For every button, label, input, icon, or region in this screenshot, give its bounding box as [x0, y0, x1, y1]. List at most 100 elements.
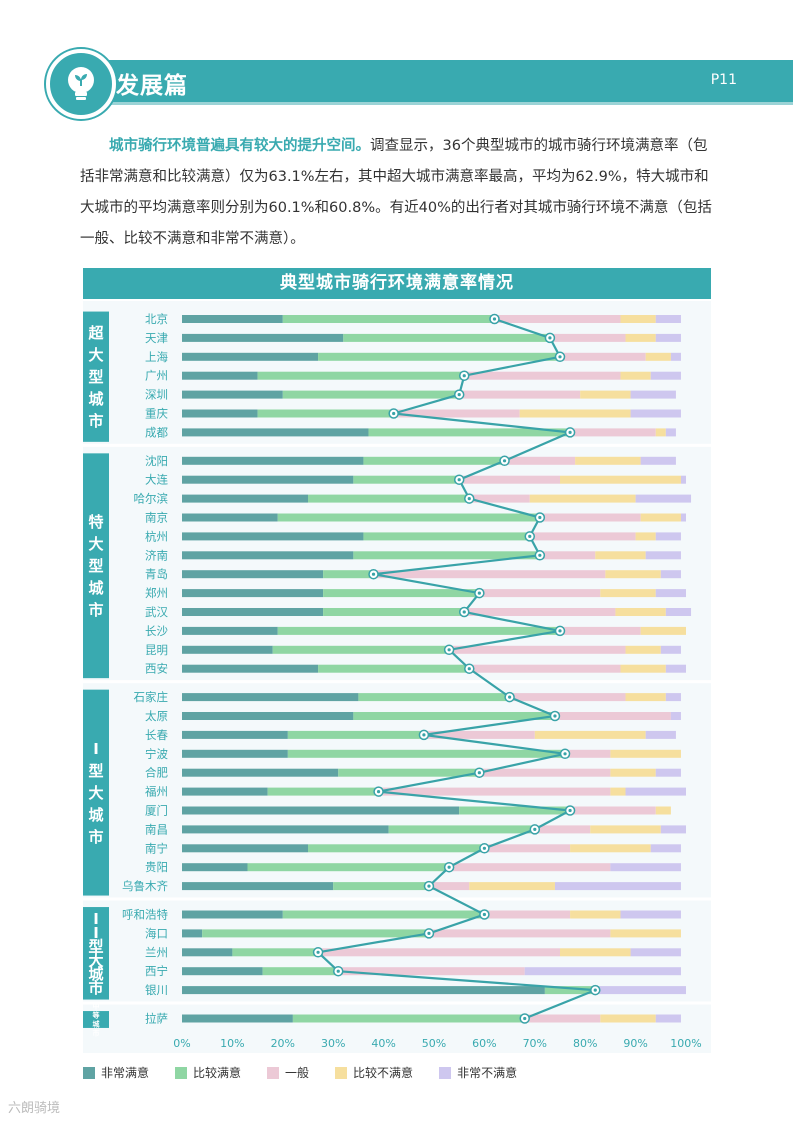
bar-segment-very-dissatisfied	[655, 333, 681, 342]
group-label-box	[83, 689, 109, 896]
bar-segment-dissatisfied	[570, 910, 621, 919]
bar-segment-satisfied	[363, 532, 530, 541]
satisfaction-line	[315, 317, 596, 1020]
city-label: 长沙	[145, 624, 168, 638]
legend-item-very-satisfied: 非常满意	[83, 1064, 149, 1081]
header-stripe	[58, 102, 793, 105]
satisfaction-point-dot	[422, 733, 426, 737]
city-label: 银川	[145, 983, 168, 997]
satisfaction-point-dot	[553, 714, 557, 718]
bar-segment-neutral	[529, 532, 636, 541]
bar-segment-very-satisfied	[182, 910, 283, 919]
bar-segment-neutral	[549, 333, 626, 342]
bar-segment-very-satisfied	[182, 749, 288, 758]
bar-segment-neutral	[393, 409, 520, 418]
legend-item-satisfied: 比较满意	[175, 1064, 241, 1081]
legend-swatch	[335, 1066, 348, 1079]
bar-segment-neutral	[494, 315, 621, 323]
group-label-char: 大	[88, 535, 103, 553]
bar-segment-very-dissatisfied	[625, 787, 686, 796]
city-label: 重庆	[145, 407, 168, 421]
bar-segment-satisfied	[257, 409, 394, 418]
bar-segment-very-dissatisfied	[665, 693, 681, 702]
bar-segment-dissatisfied	[575, 456, 641, 465]
bar-segment-neutral	[464, 371, 621, 380]
satisfaction-point-dot	[558, 355, 562, 359]
satisfaction-point-dot	[376, 790, 381, 794]
bar-segment-very-satisfied	[182, 532, 364, 541]
satisfaction-point-dot	[563, 752, 567, 756]
group-label-box	[83, 453, 109, 679]
group-label-char: 城	[93, 1019, 100, 1028]
bar-segment-neutral	[373, 570, 606, 579]
satisfaction-point-dot	[508, 695, 512, 699]
group-label-char: I	[93, 924, 99, 942]
city-label: 合肥	[145, 766, 168, 780]
bar-segment-neutral	[428, 929, 611, 938]
bar-segment-neutral	[423, 730, 535, 739]
group-label-char: I	[93, 740, 99, 758]
bar-segment-very-satisfied	[182, 806, 460, 815]
x-tick-label: 70%	[523, 1037, 547, 1050]
bar-segment-satisfied	[318, 664, 470, 673]
bar-segment-satisfied	[277, 626, 560, 635]
group-label-char: 市	[88, 828, 103, 846]
bar-segment-very-dissatisfied	[655, 768, 681, 777]
bar-segment-neutral	[560, 352, 646, 361]
bar-segment-very-satisfied	[182, 844, 308, 853]
legend-swatch	[439, 1066, 452, 1079]
bar-segment-neutral	[449, 645, 626, 654]
bar-segment-dissatisfied	[655, 806, 671, 815]
satisfaction-point-dot	[447, 865, 451, 869]
x-tick-label: 30%	[321, 1037, 345, 1050]
bar-segment-satisfied	[292, 1014, 525, 1023]
bar-segment-satisfied	[308, 494, 470, 503]
city-label: 深圳	[145, 388, 168, 402]
bar-segment-very-satisfied	[182, 825, 389, 834]
bar-segment-very-satisfied	[182, 730, 288, 739]
city-label: 西安	[145, 662, 168, 676]
bar-segment-very-satisfied	[182, 967, 263, 976]
bar-segment-neutral	[479, 589, 601, 598]
satisfaction-point-dot	[558, 629, 562, 633]
city-label: 杭州	[145, 529, 168, 543]
city-label: 济南	[145, 548, 168, 562]
legend-item-dissatisfied: 比较不满意	[335, 1064, 413, 1081]
bar-segment-very-dissatisfied	[645, 730, 676, 739]
bulb-icon	[46, 49, 116, 119]
group-label-char: 市	[88, 412, 103, 430]
satisfaction-point-dot	[467, 667, 471, 671]
bar-segment-very-dissatisfied	[665, 608, 692, 616]
bar-segment-very-dissatisfied	[655, 315, 681, 323]
group-label-char: 超	[87, 324, 104, 342]
bar-segment-dissatisfied	[610, 787, 626, 796]
bar-segment-neutral	[524, 1014, 601, 1023]
satisfaction-point-dot	[462, 374, 466, 378]
bar-segment-dissatisfied	[640, 513, 681, 522]
bar-segment-very-dissatisfied	[630, 948, 681, 957]
city-label: 拉萨	[145, 1012, 168, 1026]
bar-segment-very-satisfied	[182, 693, 359, 702]
satisfaction-point-dot	[316, 950, 320, 954]
bar-segment-dissatisfied	[590, 825, 661, 834]
satisfaction-point-dot	[457, 478, 461, 482]
city-label: 武汉	[145, 605, 168, 619]
bar-segment-very-dissatisfied	[660, 570, 681, 579]
satisfaction-point-dot	[528, 534, 532, 539]
bar-segment-very-dissatisfied	[595, 986, 686, 995]
bar-segment-very-satisfied	[182, 428, 369, 437]
intro-paragraph: 城市骑行环境普遍具有较大的提升空间。调查显示，36个典型城市的城市骑行环境满意率…	[80, 131, 720, 255]
bar-segment-dissatisfied	[620, 664, 666, 673]
bar-segment-very-dissatisfied	[665, 428, 676, 437]
bar-segment-dissatisfied	[645, 352, 671, 361]
group-label-char: 市	[88, 601, 103, 619]
group-label-box	[83, 907, 109, 1000]
satisfaction-point-dot	[477, 771, 481, 775]
bar-segment-neutral	[318, 948, 560, 957]
bar-segment-neutral	[484, 844, 571, 853]
group-label-char: 城	[88, 579, 103, 597]
bar-segment-very-dissatisfied	[650, 844, 681, 853]
city-label: 北京	[145, 312, 168, 326]
bar-segment-satisfied	[262, 967, 339, 976]
